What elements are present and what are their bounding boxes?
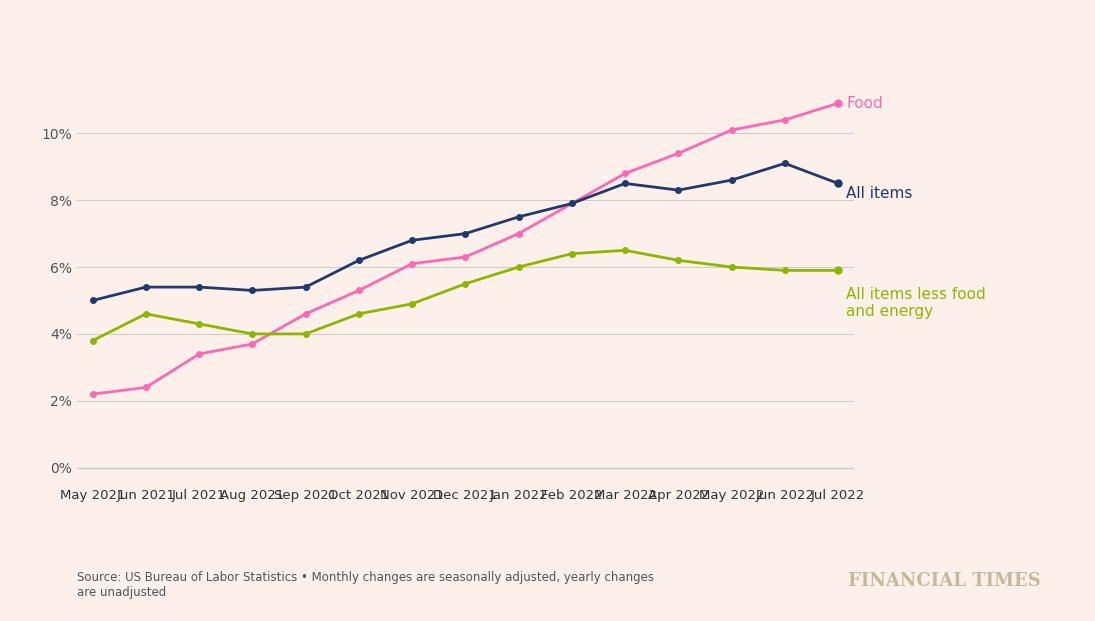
Text: Food: Food <box>846 96 883 111</box>
Text: All items less food
and energy: All items less food and energy <box>846 287 986 319</box>
Text: Source: US Bureau of Labor Statistics • Monthly changes are seasonally adjusted,: Source: US Bureau of Labor Statistics • … <box>77 571 654 599</box>
Text: FINANCIAL TIMES: FINANCIAL TIMES <box>848 572 1040 590</box>
Text: All items: All items <box>846 186 912 201</box>
